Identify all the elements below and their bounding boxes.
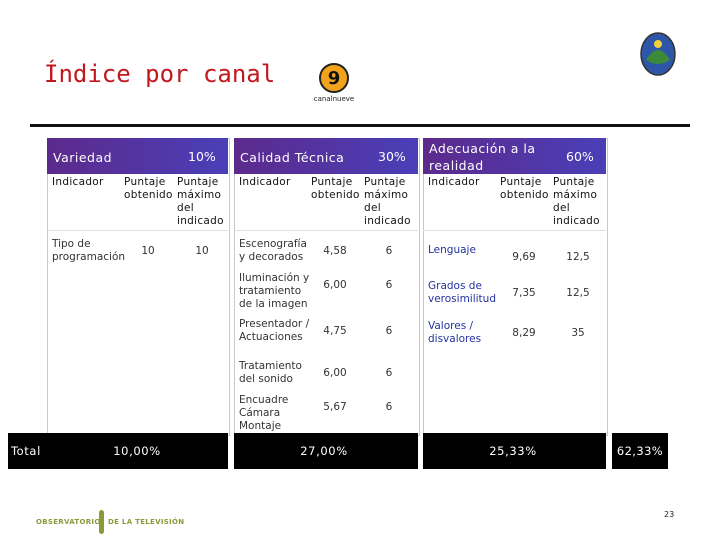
group-total: 27,00% [300, 444, 348, 458]
score-obtained: 8,29 [512, 327, 536, 339]
grand-total-bar [612, 433, 668, 469]
score-obtained: 10 [141, 245, 155, 257]
score-max: 6 [385, 325, 393, 337]
total-label: Total [11, 444, 41, 458]
score-obtained: 4,58 [323, 245, 347, 257]
channel-logo: 9 canalnueve [314, 63, 354, 103]
score-max: 35 [571, 327, 585, 339]
group-weight: 10% [188, 149, 216, 164]
group-weight: 30% [378, 149, 406, 164]
indicator-name: Iluminación y tratamiento de la imagen [239, 272, 310, 310]
total-bar [234, 433, 418, 469]
score-max: 6 [385, 367, 393, 379]
sub-divider [47, 230, 228, 231]
table-panel [234, 138, 420, 436]
logo-text: canalnueve [314, 95, 354, 103]
indicator-name: Tratamiento del sonido [239, 360, 302, 385]
column-header: Puntaje obtenido [124, 176, 173, 201]
score-obtained: 6,00 [323, 279, 347, 291]
column-header: Indicador [239, 176, 291, 188]
group-name: Variedad [53, 150, 113, 165]
group-total: 10,00% [113, 444, 161, 458]
group-header [234, 138, 418, 174]
score-max: 6 [385, 279, 393, 291]
page-number: 23 [664, 510, 675, 519]
total-bar [423, 433, 606, 469]
group-header [47, 138, 228, 174]
table-panel [47, 138, 230, 436]
column-header: Puntaje obtenido [500, 176, 549, 201]
score-max: 10 [195, 245, 209, 257]
indicator-name: Lenguaje [428, 244, 476, 256]
sub-divider [234, 230, 418, 231]
column-header: Puntaje máximo del indicado [177, 176, 224, 227]
table-panel [423, 138, 608, 436]
column-header: Indicador [428, 176, 480, 188]
score-max: 6 [385, 245, 393, 257]
indicator-name: Presentador / Actuaciones [239, 318, 310, 343]
footer-org: OBSERVATORIO [36, 518, 101, 526]
group-name: Calidad Técnica [240, 150, 345, 165]
sub-divider [423, 230, 606, 231]
column-header: Puntaje máximo del indicado [553, 176, 600, 227]
group-total: 25,33% [489, 444, 537, 458]
indicator-name: Escenografía y decorados [239, 238, 307, 263]
indicator-name: Tipo de programación [52, 238, 126, 263]
score-obtained: 9,69 [512, 251, 536, 263]
score-max: 6 [385, 401, 393, 413]
group-name: Adecuación a la realidad [429, 141, 536, 173]
column-header: Indicador [52, 176, 104, 188]
indicator-name: Encuadre Cámara Montaje [239, 394, 289, 432]
score-max: 12,5 [566, 251, 590, 263]
score-obtained: 4,75 [323, 325, 347, 337]
footer-divider [99, 510, 104, 534]
score-obtained: 5,67 [323, 401, 347, 413]
score-obtained: 7,35 [512, 287, 536, 299]
column-header: Puntaje obtenido [311, 176, 360, 201]
group-weight: 60% [566, 149, 594, 164]
emblem [640, 32, 676, 76]
column-header: Puntaje máximo del indicado [364, 176, 411, 227]
footer-org: DE LA TELEVISIÓN [108, 518, 185, 526]
header-rule [30, 124, 690, 127]
score-max: 12,5 [566, 287, 590, 299]
total-bar [8, 433, 228, 469]
grand-total: 62,33% [616, 444, 664, 458]
indicator-name: Valores / disvalores [428, 320, 482, 345]
score-obtained: 6,00 [323, 367, 347, 379]
logo-number: 9 [328, 68, 341, 89]
slide-title: Índice por canal [44, 60, 276, 88]
indicator-name: Grados de verosimilitud [428, 280, 496, 305]
group-header [423, 138, 606, 174]
